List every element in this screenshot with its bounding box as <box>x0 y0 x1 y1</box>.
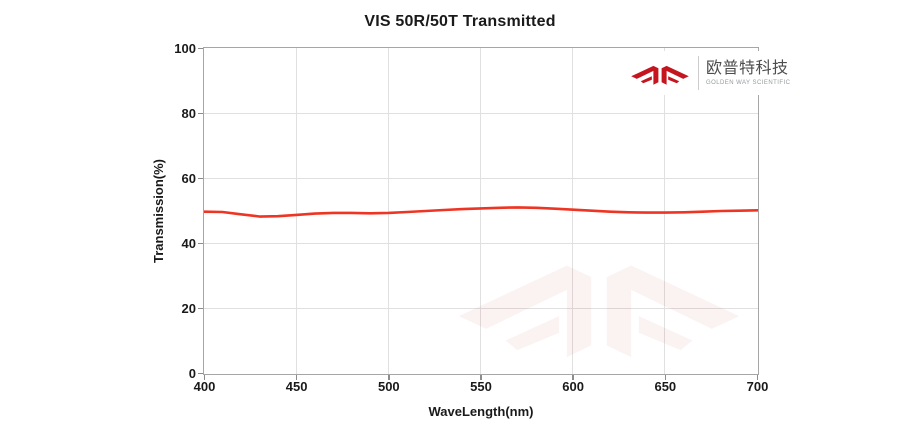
y-tick-label: 60 <box>181 170 196 186</box>
x-tick-mark <box>756 375 759 380</box>
y-tick-mark <box>198 242 203 245</box>
logo-divider <box>698 56 699 90</box>
x-gridline <box>572 48 574 374</box>
transmission-line <box>204 206 758 218</box>
x-axis-title: WaveLength(nm) <box>428 404 534 419</box>
y-tick-mark <box>198 47 203 50</box>
x-tick-mark <box>664 375 667 380</box>
brand-name-cn: 欧普特科技 <box>706 60 789 77</box>
x-tick-mark <box>388 375 390 380</box>
x-tick-label: 600 <box>562 379 584 394</box>
x-gridline <box>480 48 481 374</box>
y-tick-label: 20 <box>181 300 196 316</box>
y-tick-mark <box>198 372 203 375</box>
x-tick-label: 500 <box>377 379 400 394</box>
x-tick-mark <box>572 375 574 380</box>
y-tick-label: 100 <box>174 40 196 56</box>
y-axis-title: Transmission(%) <box>151 158 166 264</box>
y-tick-mark <box>198 307 203 310</box>
y-tick-label: 0 <box>188 365 196 381</box>
plot-area: 欧普特科技 GOLDEN WAY SCIENTIFIC <box>203 47 795 375</box>
x-tick-mark <box>480 375 482 380</box>
x-gridline <box>295 48 297 374</box>
chart-title: VIS 50R/50T Transmitted <box>364 13 556 30</box>
x-tick-label: 450 <box>285 379 308 394</box>
y-tick-mark <box>198 177 203 180</box>
x-tick-mark <box>203 375 206 380</box>
y-gridline <box>204 242 758 244</box>
y-gridline <box>204 112 758 114</box>
y-gridline <box>204 177 758 179</box>
y-tick-mark <box>198 112 203 115</box>
x-tick-label: 550 <box>470 379 492 394</box>
brand-text: 欧普特科技 GOLDEN WAY SCIENTIFIC <box>706 59 790 87</box>
x-tick-label: 400 <box>193 379 216 394</box>
brand-icon <box>631 65 689 85</box>
brand-name-en: GOLDEN WAY SCIENTIFIC <box>706 80 791 86</box>
x-gridline <box>664 48 666 374</box>
x-tick-label: 700 <box>746 379 769 394</box>
x-gridline <box>387 48 389 374</box>
x-tick-mark <box>295 375 298 380</box>
y-tick-label: 80 <box>181 105 196 121</box>
brand-logo: 欧普特科技 GOLDEN WAY SCIENTIFIC <box>626 51 795 95</box>
x-tick-label: 650 <box>654 379 677 394</box>
y-tick-label: 40 <box>181 235 196 251</box>
